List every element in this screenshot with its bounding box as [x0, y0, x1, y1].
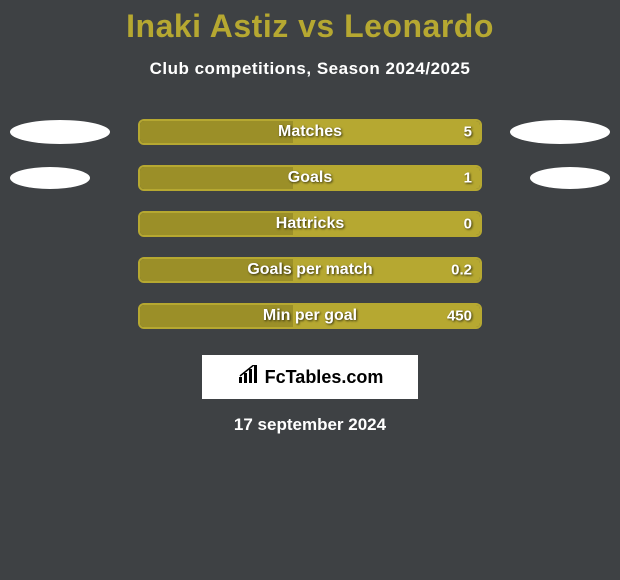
stat-row: Matches 5 — [0, 109, 620, 155]
stat-row: Min per goal 450 — [0, 293, 620, 339]
stat-label: Goals — [288, 169, 332, 187]
stat-label: Min per goal — [263, 307, 357, 325]
stat-bar: Goals 1 — [138, 165, 482, 191]
player-left-marker — [10, 120, 110, 144]
stat-row: Goals 1 — [0, 155, 620, 201]
bar-fill-left — [140, 213, 293, 235]
bar-fill-left — [140, 121, 293, 143]
source-logo[interactable]: FcTables.com — [202, 355, 418, 399]
stat-value-right: 0 — [464, 216, 472, 233]
comparison-widget: Inaki Astiz vs Leonardo Club competition… — [0, 0, 620, 580]
stat-value-right: 5 — [464, 124, 472, 141]
chart-icon — [237, 365, 261, 390]
player-left-marker — [10, 167, 90, 189]
stats-chart: Matches 5 Goals 1 Hattricks 0 Goals per match 0… — [0, 109, 620, 339]
player-right-marker — [510, 120, 610, 144]
subtitle: Club competitions, Season 2024/2025 — [0, 59, 620, 79]
page-title: Inaki Astiz vs Leonardo — [0, 0, 620, 45]
stat-bar: Min per goal 450 — [138, 303, 482, 329]
stat-label: Hattricks — [276, 215, 344, 233]
stat-row: Hattricks 0 — [0, 201, 620, 247]
date-text: 17 september 2024 — [0, 415, 620, 435]
stat-label: Goals per match — [247, 261, 372, 279]
bar-fill-left — [140, 167, 293, 189]
stat-bar: Hattricks 0 — [138, 211, 482, 237]
stat-value-right: 1 — [464, 170, 472, 187]
stat-value-right: 0.2 — [451, 262, 472, 279]
logo-text: FcTables.com — [265, 367, 384, 388]
stat-row: Goals per match 0.2 — [0, 247, 620, 293]
stat-value-right: 450 — [447, 308, 472, 325]
stat-bar: Matches 5 — [138, 119, 482, 145]
stat-label: Matches — [278, 123, 342, 141]
player-right-marker — [530, 167, 610, 189]
stat-bar: Goals per match 0.2 — [138, 257, 482, 283]
